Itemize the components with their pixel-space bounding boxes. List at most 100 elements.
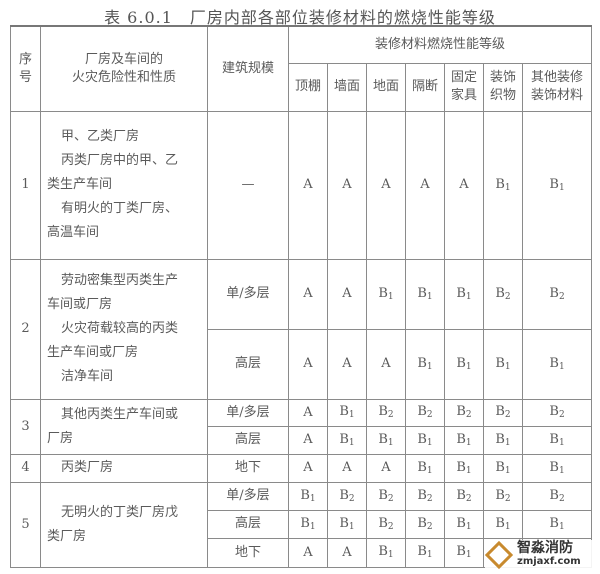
header-column-line: 固定 xyxy=(450,70,477,86)
grade-cell: B2 xyxy=(405,481,445,511)
grade-cell: B1 xyxy=(444,537,484,568)
header-column-line: 顶棚 xyxy=(294,79,321,95)
header-column-line: 装饰材料 xyxy=(531,88,584,103)
header-nature-line: 厂房及车间的 xyxy=(84,52,163,68)
grade-cell: A xyxy=(366,328,406,400)
building-scale: 地下 xyxy=(207,453,289,483)
row-description-line: 高温车间 xyxy=(47,225,100,240)
building-scale: 高层 xyxy=(207,509,289,539)
grade-cell: B2 xyxy=(405,509,445,539)
row-description-line: 生产车间或厂房 xyxy=(47,345,139,360)
row-number: 1 xyxy=(10,110,41,260)
row-description-line: 有明火的丁类厂房、 xyxy=(61,201,179,216)
header-column-line: 墙面 xyxy=(333,79,360,95)
row-description-line: 丙类厂房中的甲、乙 xyxy=(61,153,179,168)
header-column-line: 地面 xyxy=(372,79,399,95)
header-column-line: 织物 xyxy=(489,88,516,103)
building-scale: 地下 xyxy=(207,537,289,568)
grade-cell: B2 xyxy=(327,481,367,511)
row-description: 丙类厂房 xyxy=(40,453,208,483)
grade-cell: B1 xyxy=(521,425,593,455)
header-seq-line: 序 xyxy=(18,52,32,68)
grade-cell: B2 xyxy=(444,481,484,511)
row-description-line: 劳动密集型丙类生产 xyxy=(61,273,179,288)
grade-cell: B2 xyxy=(483,258,523,330)
grade-cell: A xyxy=(366,110,406,260)
building-scale: 高层 xyxy=(207,425,289,455)
grade-cell: B2 xyxy=(366,509,406,539)
grade-cell: B1 xyxy=(405,258,445,330)
grade-cell: B2 xyxy=(483,481,523,511)
grade-cell: A xyxy=(444,110,484,260)
grade-cell: B1 xyxy=(483,425,523,455)
header-group: 装修材料燃烧性能等级 xyxy=(287,25,593,64)
grade-cell: B1 xyxy=(366,537,406,568)
grade-cell: A xyxy=(327,537,367,568)
row-number: 3 xyxy=(10,398,41,455)
grade-cell: B2 xyxy=(521,481,593,511)
grade-cell: A xyxy=(405,110,445,260)
grade-cell: B2 xyxy=(444,398,484,427)
watermark-cn: 智淼消防 xyxy=(517,540,573,556)
grade-cell: B1 xyxy=(405,328,445,400)
grade-cell: B1 xyxy=(405,537,445,568)
grade-cell: A xyxy=(288,453,328,483)
row-description-line: 车间或厂房 xyxy=(47,297,113,312)
row-description: 劳动密集型丙类生产 车间或厂房 火灾荷载较高的丙类 生产车间或厂房 洁净车间 xyxy=(40,258,208,400)
header-column: 固定 家具 xyxy=(444,62,484,112)
header-column-line: 隔断 xyxy=(411,79,438,95)
grade-cell: A xyxy=(327,453,367,483)
row-description: 甲、乙类厂房丙类厂房中的甲、乙类生产车间有明火的丁类厂房、高温车间 xyxy=(40,110,208,260)
row-description: 无明火的丁类厂房戊 类厂房 xyxy=(40,481,208,568)
grade-cell: B1 xyxy=(327,398,367,427)
row-description-line: 类生产车间 xyxy=(47,177,113,192)
building-scale: 高层 xyxy=(207,328,289,400)
row-number: 2 xyxy=(10,258,41,400)
row-description-line: 类厂房 xyxy=(47,528,87,544)
row-number: 4 xyxy=(10,453,41,483)
table-row: 5 无明火的丁类厂房戊 类厂房 单/多层 B1 B2 B2 B2 B2 B2 B2 xyxy=(10,481,593,568)
grade-cell: B2 xyxy=(366,398,406,427)
grade-cell: B1 xyxy=(366,425,406,455)
header-column: 墙面 xyxy=(327,62,367,112)
row-number: 5 xyxy=(10,481,41,568)
watermark: 智淼消防 zmjaxf.com xyxy=(484,540,595,570)
grade-cell: B1 xyxy=(521,453,593,483)
grade-cell: B1 xyxy=(327,509,367,539)
grade-cell: B1 xyxy=(483,453,523,483)
grade-cell: B1 xyxy=(288,509,328,539)
table-row: 1 甲、乙类厂房 丙类厂房中的甲、乙 类生产车间 有明火的丁类厂房、 高温车间 — A A A A A… xyxy=(10,110,593,260)
grade-cell: B2 xyxy=(483,398,523,427)
grade-cell: A xyxy=(288,537,328,568)
grade-cell: B2 xyxy=(521,258,593,330)
header-seq: 序号 xyxy=(10,25,41,112)
row-description-line: 其他丙类生产车间或 xyxy=(61,406,179,422)
header-column-line: 其他装修 xyxy=(531,70,584,86)
header-scale: 建筑规模 xyxy=(207,25,289,112)
row-description: 其他丙类生产车间或厂房 xyxy=(40,398,208,455)
row-description-line: 甲、乙类厂房 xyxy=(61,129,140,144)
grade-cell: B1 xyxy=(444,425,484,455)
header-column: 顶棚 xyxy=(288,62,328,112)
header-nature-line: 火灾危险性和性质 xyxy=(71,69,176,85)
grade-cell: B1 xyxy=(521,110,593,260)
grade-cell: B1 xyxy=(483,328,523,400)
grade-cell: B1 xyxy=(483,509,523,539)
building-scale: — xyxy=(207,110,289,260)
header-column: 装饰 织物 xyxy=(483,62,523,112)
header-column: 隔断 xyxy=(405,62,445,112)
grade-cell: B1 xyxy=(444,328,484,400)
grade-cell: B1 xyxy=(327,425,367,455)
grade-cell: A xyxy=(288,110,328,260)
grade-cell: A xyxy=(288,258,328,330)
grade-cell: B1 xyxy=(366,258,406,330)
grade-cell: B1 xyxy=(483,110,523,260)
grade-cell: A xyxy=(366,453,406,483)
grade-cell: B2 xyxy=(405,398,445,427)
row-description-line: 洁净车间 xyxy=(61,369,114,384)
row-description-line: 厂房 xyxy=(47,430,74,446)
grade-cell: B1 xyxy=(444,509,484,539)
watermark-en: zmjaxf.com xyxy=(517,556,581,567)
table-title: 表 6.0.1 厂房内部各部位装修材料的燃烧性能等级 xyxy=(104,8,496,27)
grade-cell: B1 xyxy=(521,509,593,539)
